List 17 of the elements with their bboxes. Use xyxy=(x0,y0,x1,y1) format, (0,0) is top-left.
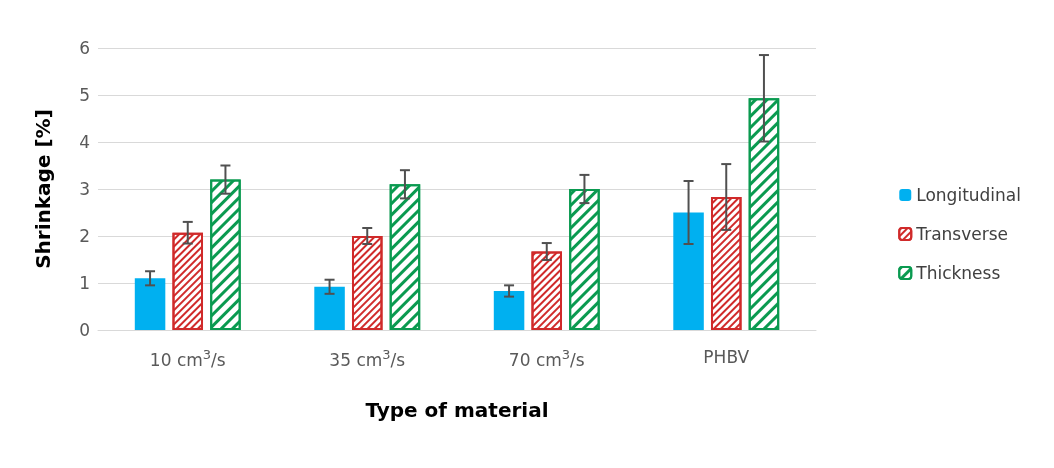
bar xyxy=(673,212,704,330)
x-axis-title: Type of material xyxy=(365,398,549,422)
y-tick-label: 2 xyxy=(79,226,90,246)
y-tick-label: 3 xyxy=(79,179,90,199)
bar xyxy=(134,278,166,330)
y-axis-title: Shrinkage [%] xyxy=(31,109,55,269)
y-tick-label: 4 xyxy=(79,132,90,152)
y-tick-label: 1 xyxy=(79,273,90,293)
legend-label: Longitudinal xyxy=(916,185,1021,205)
y-tick-label: 6 xyxy=(79,38,90,58)
y-tick-label: 0 xyxy=(79,320,90,340)
legend-label: Thickness xyxy=(915,263,1001,283)
bar xyxy=(314,286,345,330)
y-tick-label: 5 xyxy=(79,85,90,105)
legend-label: Transverse xyxy=(915,224,1009,244)
bar xyxy=(493,290,525,330)
x-tick-label: PHBV xyxy=(703,346,750,367)
